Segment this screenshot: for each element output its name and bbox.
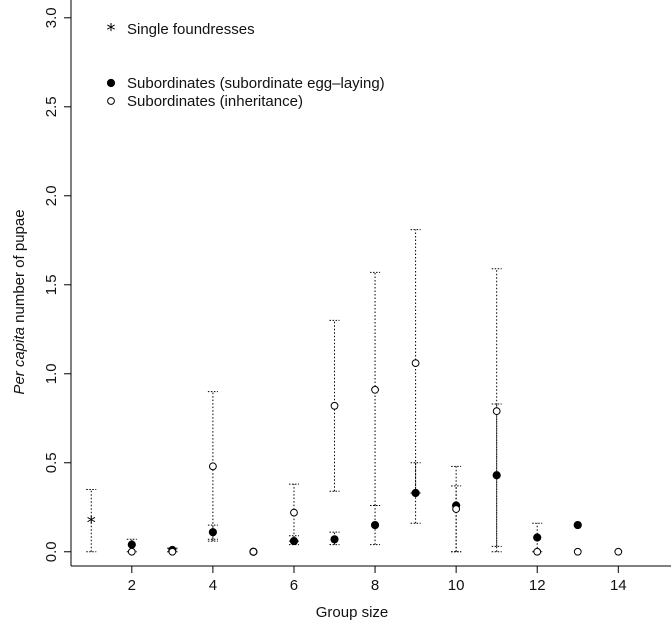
- error-bar: [410, 462, 421, 524]
- y-axis-title-rest: number of pupae: [11, 209, 28, 327]
- data-points: *: [87, 359, 623, 556]
- filled-circle-point: [289, 536, 299, 546]
- open-circle-point: [208, 462, 217, 471]
- y-tick-label: 0.0: [43, 541, 60, 562]
- legend-open-circle-icon: [107, 97, 115, 105]
- error-bar: [370, 504, 381, 546]
- open-circle-point: [290, 508, 298, 517]
- y-tick-label: 1.0: [43, 363, 60, 384]
- legend-label: Single foundresses: [127, 21, 255, 38]
- x-tick-label: 14: [610, 577, 627, 594]
- filled-circle-point: [208, 528, 217, 537]
- filled-circle-point: [411, 488, 420, 498]
- open-circle-point: [614, 547, 623, 556]
- filled-circle-point: [330, 535, 339, 544]
- open-circle-point: [371, 385, 379, 394]
- filled-circle-point: [533, 533, 542, 542]
- open-circle-point: [492, 407, 501, 416]
- y-tick-label: 3.0: [43, 7, 60, 28]
- y-tick-label: 1.5: [43, 274, 60, 295]
- filled-circle-point: [127, 540, 136, 549]
- legend-filled-circle-icon: [106, 78, 116, 88]
- legend-label: Subordinates (inheritance): [127, 93, 303, 110]
- y-tick-label: 2.0: [43, 185, 60, 206]
- legend-star-icon: *: [107, 20, 116, 41]
- open-circle-point: [452, 505, 461, 513]
- legend: * Single foundresses Subordinates (subordi…: [107, 20, 385, 110]
- filled-circle-point: [573, 520, 582, 530]
- y-axis-title-italic: Per capita: [11, 327, 28, 395]
- axes: 0.0 0.5 1.0 1.5 2.0 2.5 3.0 2 4 6 8 10 12 14: [43, 0, 671, 594]
- open-circle-point: [249, 547, 258, 556]
- x-tick-label: 12: [529, 577, 546, 594]
- x-tick-label: 2: [128, 577, 136, 594]
- open-circle-point: [411, 359, 420, 367]
- x-axis-title: Group size: [316, 604, 389, 621]
- filled-circle-point: [370, 520, 380, 530]
- legend-label: Subordinates (subordinate egg–laying): [127, 75, 385, 92]
- star-point: *: [87, 513, 96, 534]
- filled-circle-point: [492, 471, 501, 480]
- x-tick-label: 10: [448, 577, 465, 594]
- open-circle-point: [533, 547, 542, 556]
- y-axis-title: Per capita number of pupae: [11, 209, 28, 394]
- x-tick-label: 8: [371, 577, 379, 594]
- open-circle-point: [127, 547, 136, 556]
- y-tick-label: 0.5: [43, 452, 60, 473]
- open-circle-point: [168, 547, 177, 556]
- open-circle-point: [330, 401, 339, 410]
- y-tick-label: 2.5: [43, 96, 60, 117]
- error-bars: [86, 229, 543, 553]
- x-tick-label: 4: [209, 577, 217, 594]
- open-circle-point: [573, 547, 582, 556]
- x-tick-label: 6: [290, 577, 298, 594]
